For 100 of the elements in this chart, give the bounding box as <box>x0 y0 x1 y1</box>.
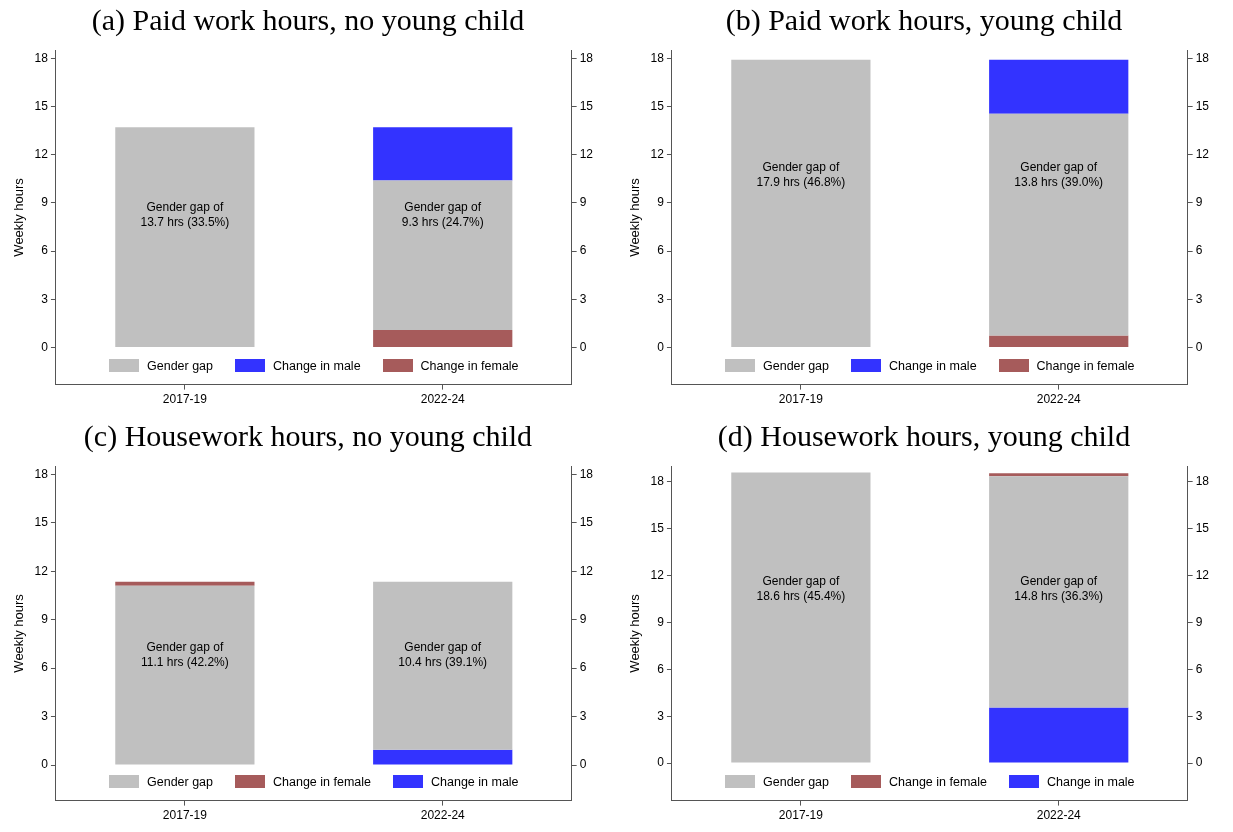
bar <box>989 473 1129 477</box>
y2-tick-label: 3 <box>1195 708 1203 723</box>
y2-tick-label: 18 <box>1195 50 1210 65</box>
legend-label: Change in male <box>431 774 519 789</box>
y2-tick-label: 9 <box>579 195 587 210</box>
y2-tick-label: 6 <box>1195 661 1203 676</box>
bar <box>731 59 871 348</box>
y2-tick-label: 0 <box>579 339 587 354</box>
y-tick-label: 12 <box>650 147 665 162</box>
x-tick-label: 2022-24 <box>1036 392 1082 407</box>
annotation: Gender gap of 13.7 hrs (33.5%) <box>140 200 230 230</box>
chart-title: (c) Housework hours, no young child <box>82 418 534 454</box>
y-tick-label: 15 <box>650 521 665 536</box>
y2-tick-label: 0 <box>579 757 587 772</box>
y2-tick-label: 9 <box>579 611 587 626</box>
annotation: Gender gap of 9.3 hrs (24.7%) <box>401 200 484 230</box>
y-tick-label: 12 <box>650 567 665 582</box>
legend-label: Gender gap <box>763 358 830 373</box>
y2-tick-label: 3 <box>579 708 587 723</box>
y2-tick-label: 15 <box>1195 98 1210 113</box>
annotation: Gender gap of 14.8 hrs (36.3%) <box>1014 573 1104 603</box>
y-tick-label: 15 <box>650 98 665 113</box>
chart-title: (b) Paid work hours, young child <box>724 2 1124 38</box>
bar <box>989 476 1129 708</box>
y2-tick-label: 3 <box>1195 291 1203 306</box>
y2-tick-label: 12 <box>1195 567 1210 582</box>
y-axis-title: Weekly hours <box>11 593 27 673</box>
y-axis-title: Weekly hours <box>627 177 643 257</box>
x-tick-label: 2017-19 <box>778 808 824 823</box>
y-tick-label: 12 <box>34 563 49 578</box>
y-tick-label: 3 <box>657 708 665 723</box>
y-tick-label: 18 <box>34 50 49 65</box>
legend-label: Change in male <box>1047 774 1135 789</box>
y2-tick-label: 12 <box>1195 147 1210 162</box>
y2-tick-label: 0 <box>1195 339 1203 354</box>
y-tick-label: 0 <box>41 339 49 354</box>
legend-label: Gender gap <box>147 774 214 789</box>
x-tick-label: 2017-19 <box>778 392 824 407</box>
legend-label: Gender gap <box>763 774 830 789</box>
y-tick-label: 3 <box>41 708 49 723</box>
y2-tick-label: 12 <box>579 147 594 162</box>
y-tick-label: 9 <box>657 195 665 210</box>
y2-tick-label: 3 <box>579 291 587 306</box>
y2-tick-label: 9 <box>1195 614 1203 629</box>
bar <box>989 707 1129 763</box>
y2-tick-label: 9 <box>1195 195 1203 210</box>
y2-tick-label: 18 <box>1195 474 1210 489</box>
y2-tick-label: 18 <box>579 466 594 481</box>
x-tick-label: 2022-24 <box>420 392 466 407</box>
y-tick-label: 6 <box>41 243 49 258</box>
y2-tick-label: 15 <box>579 98 594 113</box>
bar <box>115 127 255 348</box>
x-tick-label: 2022-24 <box>420 808 466 823</box>
y-tick-label: 12 <box>34 147 49 162</box>
x-tick-label: 2017-19 <box>162 808 208 823</box>
legend-label: Change in female <box>420 358 519 373</box>
y2-tick-label: 6 <box>579 660 587 675</box>
bar <box>373 180 513 330</box>
y-tick-label: 15 <box>34 515 49 530</box>
y-axis-title: Weekly hours <box>627 593 643 673</box>
y2-tick-label: 6 <box>579 243 587 258</box>
legend-label: Change in female <box>273 774 372 789</box>
bar <box>989 113 1129 336</box>
annotation: Gender gap of 18.6 hrs (45.4%) <box>756 573 846 603</box>
y2-tick-label: 15 <box>1195 521 1210 536</box>
y2-tick-label: 6 <box>1195 243 1203 258</box>
legend-label: Change in male <box>889 358 977 373</box>
y-axis-title: Weekly hours <box>11 177 27 257</box>
y2-tick-label: 0 <box>1195 755 1203 770</box>
y-tick-label: 3 <box>657 291 665 306</box>
y-tick-label: 18 <box>650 474 665 489</box>
chart-title: (a) Paid work hours, no young child <box>90 2 526 38</box>
y-tick-label: 0 <box>41 757 49 772</box>
y-tick-label: 9 <box>41 611 49 626</box>
annotation: Gender gap of 10.4 hrs (39.1%) <box>398 639 488 669</box>
y-tick-label: 15 <box>34 98 49 113</box>
y-tick-label: 18 <box>34 466 49 481</box>
y-tick-label: 9 <box>657 614 665 629</box>
bar <box>115 585 255 765</box>
bar <box>989 59 1129 114</box>
y-tick-label: 0 <box>657 755 665 770</box>
bar <box>373 127 513 181</box>
chart-title: (d) Housework hours, young child <box>716 418 1132 454</box>
y-tick-label: 6 <box>41 660 49 675</box>
bar <box>989 335 1129 348</box>
legend-label: Change in female <box>889 774 988 789</box>
y2-tick-label: 12 <box>579 563 594 578</box>
legend-label: Change in female <box>1036 358 1135 373</box>
y-tick-label: 6 <box>657 661 665 676</box>
bar <box>115 581 255 586</box>
y-tick-label: 9 <box>41 195 49 210</box>
y-tick-label: 18 <box>650 50 665 65</box>
y-tick-label: 3 <box>41 291 49 306</box>
y-tick-label: 6 <box>657 243 665 258</box>
annotation: Gender gap of 13.8 hrs (39.0%) <box>1014 159 1104 189</box>
y2-tick-label: 15 <box>579 515 594 530</box>
annotation: Gender gap of 17.9 hrs (46.8%) <box>756 159 846 189</box>
y2-tick-label: 18 <box>579 50 594 65</box>
x-tick-label: 2022-24 <box>1036 808 1082 823</box>
bar <box>731 472 871 763</box>
